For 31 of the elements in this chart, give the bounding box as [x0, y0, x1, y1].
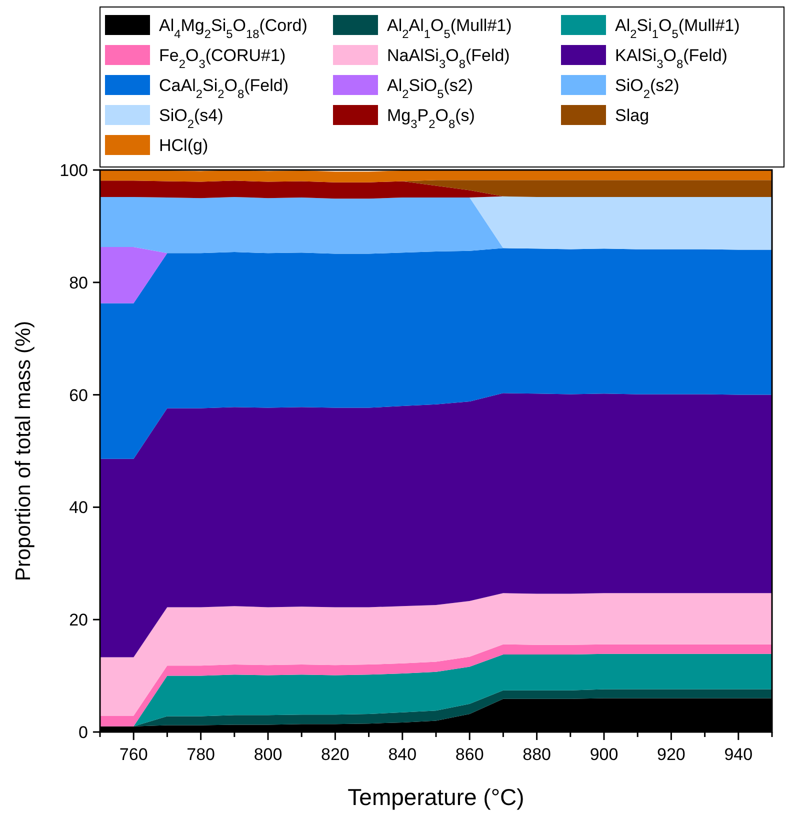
- legend-label: HCl(g): [159, 136, 208, 155]
- legend-label: KAlSi$_{3}$O$_{8}$(Feld): [615, 46, 728, 71]
- y-axis-title: Proportion of total mass (%): [12, 320, 35, 582]
- legend-label: Al$_{2}$Al$_{1}$O$_{5}$(Mull#1): [387, 16, 512, 41]
- legend-label: NaAlSi$_{3}$O$_{8}$(Feld): [387, 46, 510, 71]
- legend-label: Fe$_{2}$O$_{3}$(CORU#1): [159, 46, 286, 71]
- y-tick-label: 40: [69, 498, 88, 518]
- x-tick-label: 760: [119, 745, 148, 764]
- y-tick-label: 0: [78, 723, 88, 742]
- legend-label: Al$_{2}$Si$_{1}$O$_{5}$(Mull#1): [615, 16, 740, 41]
- y-tick-label: 100: [60, 161, 88, 180]
- x-tick-label: 940: [724, 745, 753, 764]
- legend-label: Slag: [615, 106, 650, 125]
- x-tick-label: 900: [590, 745, 618, 764]
- legend-label: Mg$_{3}$P$_{2}$O$_{8}$(s): [387, 106, 475, 131]
- x-tick-label: 840: [388, 745, 417, 764]
- x-tick-label: 800: [254, 745, 282, 764]
- y-tick-label: 60: [69, 386, 88, 405]
- x-tick-label: 920: [657, 745, 686, 764]
- x-tick-label: 820: [321, 745, 350, 764]
- x-axis-title: Temperature (°C): [348, 784, 524, 810]
- text: Al$_{4}$Mg$_{2}$Si$_{5}$O$_{18}$(Cord): [159, 16, 308, 41]
- legend-label: CaAl$_{2}$Si$_{2}$O$_{8}$(Feld): [159, 76, 288, 101]
- legend-label: SiO$_{2}$(s4): [159, 106, 224, 131]
- x-tick-label: 860: [455, 745, 484, 764]
- legend-label: SiO$_{2}$(s2): [615, 76, 680, 101]
- y-tick-label: 20: [69, 610, 88, 630]
- y-tick-label: 80: [69, 273, 88, 292]
- x-tick-label: 780: [186, 745, 215, 764]
- legend-label: Al$_{2}$SiO$_{5}$(s2): [387, 76, 473, 101]
- x-tick-label: 880: [522, 745, 551, 764]
